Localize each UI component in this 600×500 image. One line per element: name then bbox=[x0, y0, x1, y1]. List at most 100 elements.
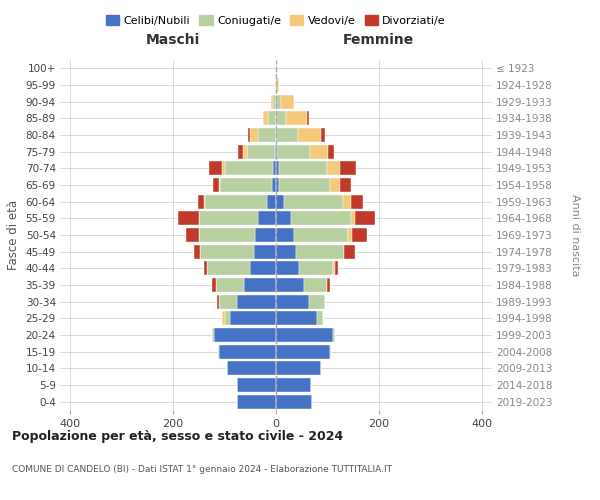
Bar bbox=[276, 244, 296, 259]
Bar bbox=[310, 144, 328, 159]
Bar bbox=[250, 261, 276, 276]
Bar bbox=[292, 211, 350, 226]
Legend: Celibi/Nubili, Coniugati/e, Vedovi/e, Divorziati/e: Celibi/Nubili, Coniugati/e, Vedovi/e, Di… bbox=[101, 10, 451, 30]
Bar bbox=[328, 278, 330, 292]
Bar bbox=[224, 311, 230, 326]
Bar bbox=[238, 394, 276, 409]
Bar bbox=[284, 194, 343, 209]
Bar bbox=[343, 194, 350, 209]
Bar bbox=[218, 344, 220, 359]
Bar bbox=[332, 261, 335, 276]
Bar bbox=[194, 244, 200, 259]
Bar bbox=[238, 144, 242, 159]
Bar bbox=[276, 144, 277, 159]
Bar bbox=[267, 194, 276, 209]
Bar bbox=[212, 278, 216, 292]
Bar bbox=[276, 394, 312, 409]
Text: Maschi: Maschi bbox=[146, 32, 200, 46]
Bar bbox=[276, 361, 321, 376]
Bar bbox=[276, 62, 277, 76]
Bar bbox=[222, 311, 224, 326]
Bar bbox=[350, 211, 355, 226]
Bar bbox=[200, 244, 254, 259]
Bar bbox=[204, 194, 205, 209]
Bar bbox=[214, 328, 276, 342]
Bar bbox=[332, 328, 335, 342]
Y-axis label: Anni di nascita: Anni di nascita bbox=[569, 194, 580, 276]
Bar bbox=[276, 294, 310, 308]
Bar bbox=[242, 144, 247, 159]
Bar bbox=[276, 311, 317, 326]
Bar bbox=[199, 211, 258, 226]
Bar bbox=[274, 162, 276, 175]
Bar bbox=[222, 162, 224, 175]
Bar bbox=[278, 178, 330, 192]
Bar bbox=[276, 112, 286, 126]
Bar bbox=[276, 162, 278, 175]
Bar bbox=[335, 261, 338, 276]
Bar bbox=[330, 178, 340, 192]
Bar bbox=[274, 94, 276, 109]
Bar bbox=[304, 278, 328, 292]
Bar bbox=[278, 162, 328, 175]
Bar bbox=[276, 378, 311, 392]
Bar bbox=[307, 112, 310, 126]
Bar bbox=[275, 144, 276, 159]
Bar bbox=[281, 94, 294, 109]
Bar bbox=[238, 378, 276, 392]
Bar bbox=[350, 194, 364, 209]
Bar bbox=[321, 128, 325, 142]
Bar bbox=[276, 178, 278, 192]
Bar bbox=[178, 211, 199, 226]
Bar bbox=[238, 294, 276, 308]
Bar bbox=[276, 261, 299, 276]
Bar bbox=[276, 94, 281, 109]
Bar bbox=[355, 211, 375, 226]
Bar bbox=[220, 344, 276, 359]
Bar bbox=[344, 244, 355, 259]
Bar bbox=[268, 112, 276, 126]
Bar bbox=[299, 261, 332, 276]
Bar bbox=[276, 194, 284, 209]
Bar bbox=[276, 328, 332, 342]
Bar bbox=[330, 344, 331, 359]
Text: COMUNE DI CANDELO (BI) - Dati ISTAT 1° gennaio 2024 - Elaborazione TUTTITALIA.IT: COMUNE DI CANDELO (BI) - Dati ISTAT 1° g… bbox=[12, 465, 392, 474]
Bar bbox=[272, 178, 276, 192]
Bar bbox=[212, 328, 214, 342]
Bar bbox=[276, 344, 330, 359]
Bar bbox=[340, 162, 356, 175]
Bar bbox=[206, 261, 250, 276]
Bar bbox=[248, 128, 250, 142]
Bar bbox=[230, 311, 276, 326]
Bar bbox=[199, 228, 256, 242]
Bar bbox=[328, 144, 334, 159]
Bar bbox=[209, 162, 222, 175]
Bar bbox=[298, 128, 321, 142]
Bar bbox=[348, 228, 352, 242]
Bar bbox=[247, 144, 275, 159]
Bar bbox=[256, 228, 276, 242]
Bar bbox=[186, 228, 199, 242]
Bar bbox=[340, 178, 350, 192]
Bar bbox=[263, 112, 268, 126]
Bar bbox=[328, 162, 340, 175]
Bar bbox=[294, 228, 348, 242]
Bar bbox=[204, 261, 206, 276]
Bar bbox=[276, 128, 298, 142]
Bar bbox=[310, 294, 325, 308]
Bar bbox=[271, 94, 274, 109]
Y-axis label: Fasce di età: Fasce di età bbox=[7, 200, 20, 270]
Bar bbox=[227, 361, 276, 376]
Bar bbox=[198, 194, 204, 209]
Bar bbox=[317, 311, 323, 326]
Bar bbox=[220, 294, 238, 308]
Bar bbox=[286, 112, 307, 126]
Text: Popolazione per età, sesso e stato civile - 2024: Popolazione per età, sesso e stato civil… bbox=[12, 430, 343, 443]
Bar bbox=[277, 144, 310, 159]
Bar bbox=[216, 278, 244, 292]
Bar bbox=[224, 162, 274, 175]
Bar bbox=[258, 128, 276, 142]
Bar bbox=[276, 228, 294, 242]
Bar bbox=[220, 178, 272, 192]
Bar bbox=[276, 278, 304, 292]
